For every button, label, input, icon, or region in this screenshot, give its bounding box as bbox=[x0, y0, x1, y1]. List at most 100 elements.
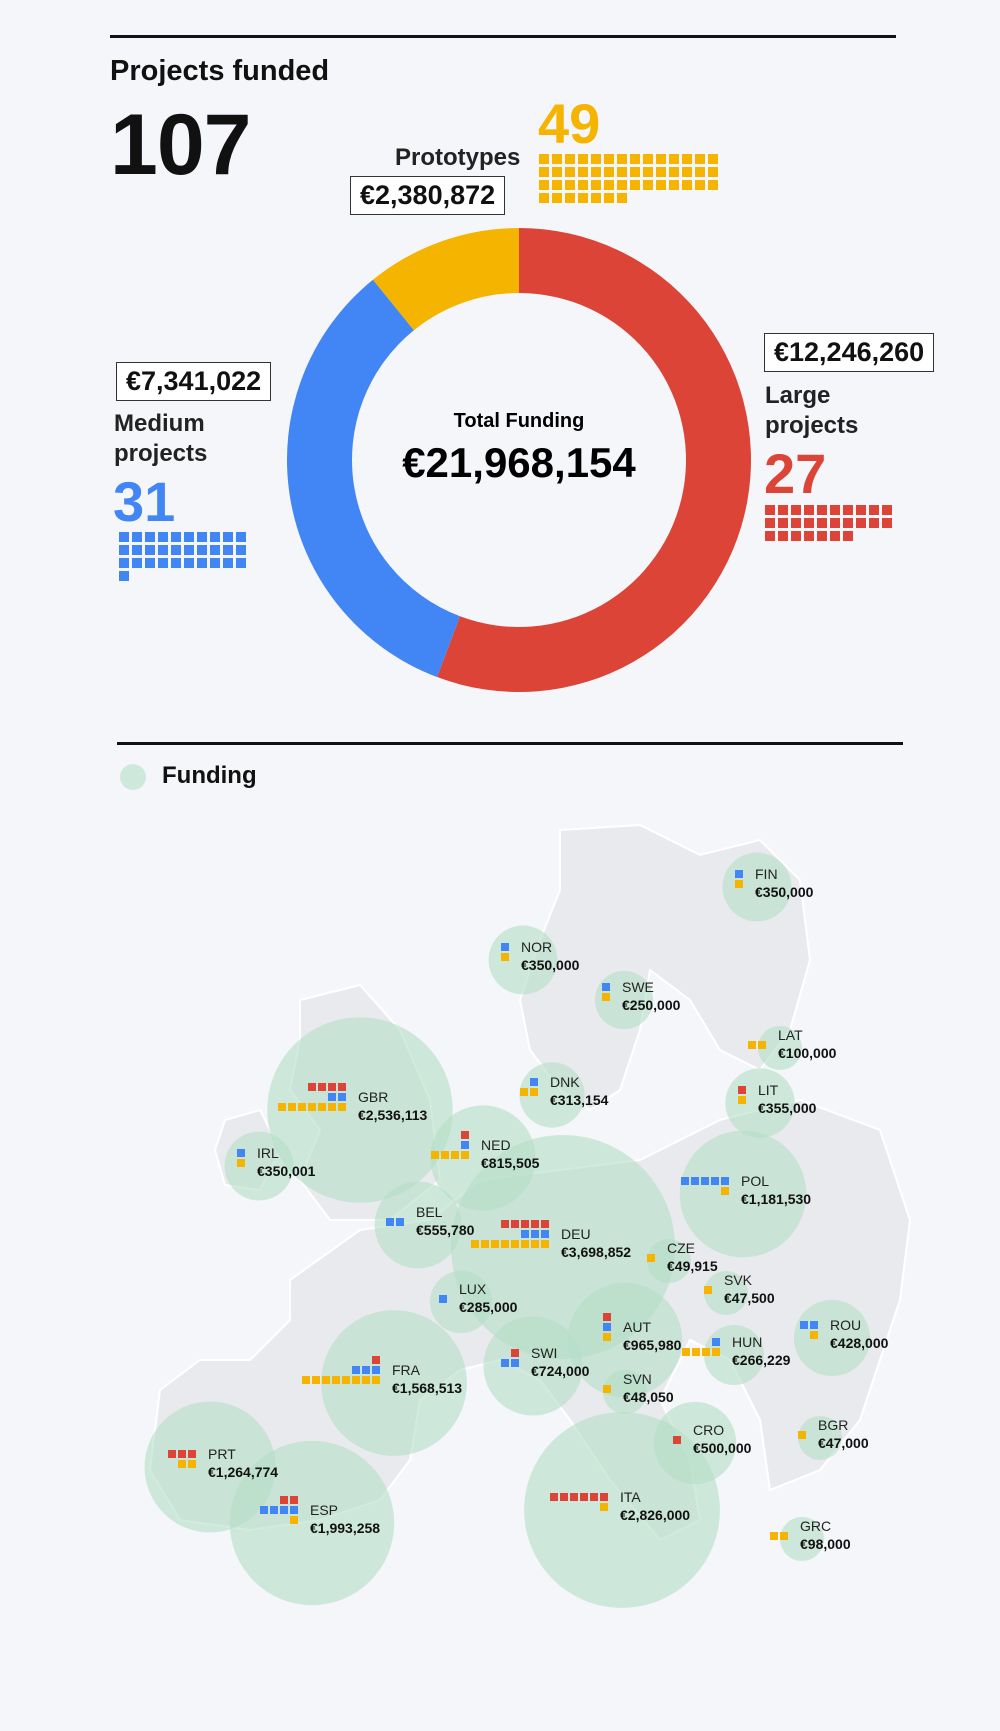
medium-marker bbox=[521, 1230, 529, 1238]
prototype-square bbox=[539, 167, 549, 177]
large-square bbox=[778, 518, 788, 528]
prototypes-count: 49 bbox=[538, 92, 601, 155]
bubble-lux bbox=[429, 1270, 493, 1334]
country-fra: FRA €1,568,513 bbox=[302, 1356, 462, 1396]
country-code: AUT bbox=[623, 1319, 651, 1335]
country-code: ROU bbox=[830, 1317, 861, 1333]
prototype-square bbox=[591, 167, 601, 177]
medium-square bbox=[210, 558, 220, 568]
medium-square bbox=[158, 545, 168, 555]
medium-marker bbox=[290, 1506, 298, 1514]
prototype-square bbox=[682, 167, 692, 177]
medium-marker bbox=[800, 1321, 808, 1329]
large-square bbox=[765, 531, 775, 541]
large-marker bbox=[600, 1493, 608, 1501]
large-square bbox=[856, 505, 866, 515]
country-code: DNK bbox=[550, 1074, 580, 1090]
country-code: SWI bbox=[531, 1345, 557, 1361]
prototype-marker bbox=[352, 1376, 360, 1384]
medium-square bbox=[223, 545, 233, 555]
prototype-marker bbox=[501, 1240, 509, 1248]
prototype-marker bbox=[178, 1460, 186, 1468]
prototype-square bbox=[630, 154, 640, 164]
country-code: SWE bbox=[622, 979, 654, 995]
large-marker bbox=[673, 1436, 681, 1444]
prototype-square bbox=[708, 154, 718, 164]
donut-slice-medium-projects bbox=[287, 279, 461, 678]
country-nor: NOR €350,000 bbox=[501, 939, 580, 973]
prototype-square bbox=[552, 180, 562, 190]
country-svn: SVN €48,050 bbox=[603, 1371, 674, 1405]
medium-marker bbox=[362, 1366, 370, 1374]
donut-center-value: €21,968,154 bbox=[402, 439, 636, 486]
medium-marker bbox=[439, 1295, 447, 1303]
large-waffle bbox=[765, 505, 895, 547]
country-amount: €724,000 bbox=[531, 1363, 590, 1379]
large-marker bbox=[603, 1313, 611, 1321]
medium-marker bbox=[352, 1366, 360, 1374]
large-marker bbox=[738, 1086, 746, 1094]
medium-square bbox=[145, 545, 155, 555]
large-square bbox=[817, 518, 827, 528]
country-amount: €500,000 bbox=[693, 1440, 752, 1456]
prototype-marker bbox=[431, 1151, 439, 1159]
country-code: HUN bbox=[732, 1334, 762, 1350]
bubble-svk bbox=[704, 1271, 748, 1315]
prototype-square bbox=[695, 180, 705, 190]
country-deu: DEU €3,698,852 bbox=[471, 1220, 631, 1260]
top-rule bbox=[110, 35, 896, 38]
country-amount: €350,000 bbox=[755, 884, 814, 900]
prototype-square bbox=[591, 180, 601, 190]
country-bgr: BGR €47,000 bbox=[798, 1417, 869, 1451]
country-code: POL bbox=[741, 1173, 769, 1189]
prototype-square bbox=[565, 193, 575, 203]
prototype-square bbox=[552, 167, 562, 177]
bubble-rou bbox=[793, 1299, 871, 1377]
prototype-marker bbox=[521, 1240, 529, 1248]
large-marker bbox=[580, 1493, 588, 1501]
large-marker bbox=[372, 1356, 380, 1364]
prototype-marker bbox=[461, 1151, 469, 1159]
europe-funding-map: FIN €350,000 NOR €350,000 SWE €250,000 LAT €100… bbox=[144, 823, 912, 1608]
bubble-fin bbox=[722, 852, 792, 922]
medium-marker bbox=[511, 1359, 519, 1367]
medium-square bbox=[171, 558, 181, 568]
country-code: LIT bbox=[758, 1082, 779, 1098]
prototype-square bbox=[630, 180, 640, 190]
prototype-square bbox=[669, 180, 679, 190]
prototype-square bbox=[643, 180, 653, 190]
country-amount: €1,264,774 bbox=[208, 1464, 278, 1480]
prototype-square bbox=[643, 154, 653, 164]
prototype-square bbox=[604, 193, 614, 203]
prototype-square bbox=[630, 167, 640, 177]
country-swi: SWI €724,000 bbox=[501, 1345, 590, 1379]
prototype-square bbox=[539, 180, 549, 190]
prototype-marker bbox=[237, 1159, 245, 1167]
bubble-lit bbox=[725, 1068, 795, 1138]
country-fin: FIN €350,000 bbox=[735, 866, 814, 900]
country-amount: €355,000 bbox=[758, 1100, 817, 1116]
prototype-marker bbox=[600, 1503, 608, 1511]
large-square bbox=[804, 505, 814, 515]
country-amount: €965,980 bbox=[623, 1337, 682, 1353]
prototypes-waffle bbox=[539, 154, 729, 210]
country-code: ITA bbox=[620, 1489, 641, 1505]
bubble-bel bbox=[374, 1181, 462, 1269]
medium-marker bbox=[280, 1506, 288, 1514]
donut-slice-prototypes bbox=[372, 228, 519, 331]
country-dnk: DNK €313,154 bbox=[520, 1074, 609, 1108]
bubble-pol bbox=[679, 1130, 807, 1258]
large-marker bbox=[590, 1493, 598, 1501]
country-irl: IRL €350,001 bbox=[237, 1145, 316, 1179]
middle-rule bbox=[117, 742, 903, 745]
medium-square bbox=[223, 532, 233, 542]
medium-marker bbox=[501, 1359, 509, 1367]
medium-marker bbox=[531, 1230, 539, 1238]
medium-marker bbox=[681, 1177, 689, 1185]
prototype-marker bbox=[338, 1103, 346, 1111]
prototype-marker bbox=[810, 1331, 818, 1339]
country-amount: €1,181,530 bbox=[741, 1191, 811, 1207]
large-square bbox=[804, 518, 814, 528]
large-square bbox=[882, 518, 892, 528]
prototype-marker bbox=[312, 1376, 320, 1384]
